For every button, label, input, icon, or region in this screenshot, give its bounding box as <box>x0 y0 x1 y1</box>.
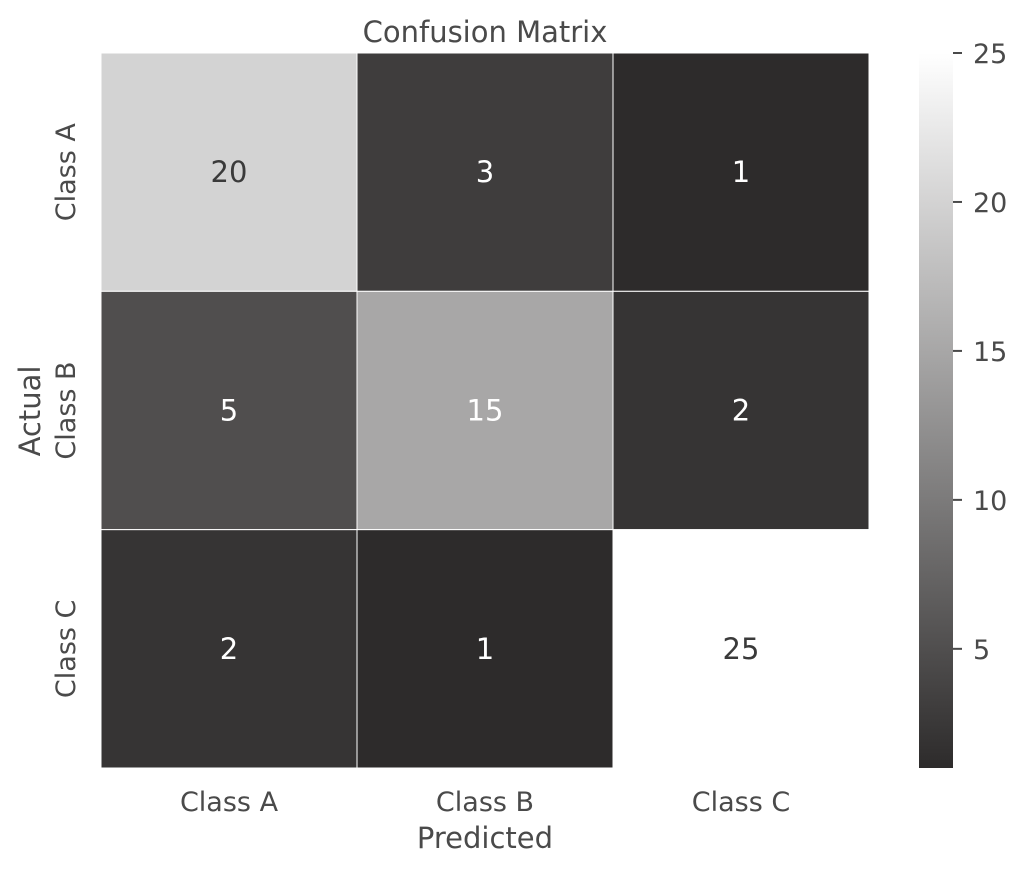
colorbar-tick-label: 15 <box>973 337 1007 368</box>
y-tick-label: Class C <box>51 600 82 698</box>
heatmap-cells <box>100 52 870 769</box>
colorbar-tick-label: 20 <box>973 188 1007 219</box>
heatmap-cell <box>612 290 870 531</box>
y-tick-labels: Class A Class B Class C <box>51 123 82 698</box>
heatmap-cell <box>356 52 614 292</box>
heatmap-cell <box>612 529 870 769</box>
y-tick-label: Class A <box>51 123 82 222</box>
heatmap-cell-value: 2 <box>220 632 238 666</box>
chart-title: Confusion Matrix <box>363 15 608 49</box>
heatmap-cell-value: 3 <box>476 155 494 189</box>
y-tick-label: Class B <box>51 361 82 459</box>
heatmap-cell-labels: 20 3 15 15 22 1 25 <box>211 155 760 666</box>
colorbar-tick-label: 25 <box>973 39 1007 70</box>
x-axis-label: Predicted <box>417 821 553 855</box>
colorbar-tick-label: 5 <box>973 635 990 666</box>
heatmap-cell-value: 2 <box>732 394 750 428</box>
heatmap-cell-value: 5 <box>220 394 238 428</box>
heatmap-cell-value: 25 <box>723 632 760 666</box>
colorbar-tick-label: 10 <box>973 486 1007 517</box>
heatmap-cell <box>612 52 870 292</box>
y-axis-label: Actual <box>13 366 47 457</box>
heatmap-cell <box>100 290 358 531</box>
heatmap-cell-value: 1 <box>732 155 750 189</box>
heatmap-cell-value: 1 <box>476 632 494 666</box>
x-tick-label: Class C <box>692 787 790 818</box>
heatmap-cell <box>356 529 614 769</box>
colorbar <box>919 53 953 768</box>
heatmap-cell <box>356 290 614 531</box>
x-tick-label: Class A <box>180 787 279 818</box>
heatmap-cell <box>100 52 358 292</box>
heatmap-cell <box>100 529 358 769</box>
heatmap-cell-value: 20 <box>211 155 248 189</box>
heatmap-cell-value: 15 <box>467 394 504 428</box>
x-tick-label: Class B <box>436 787 534 818</box>
colorbar-ticks: 5 10 15 20 25 <box>953 39 1007 666</box>
x-tick-labels: Class A Class B Class C <box>180 787 790 818</box>
